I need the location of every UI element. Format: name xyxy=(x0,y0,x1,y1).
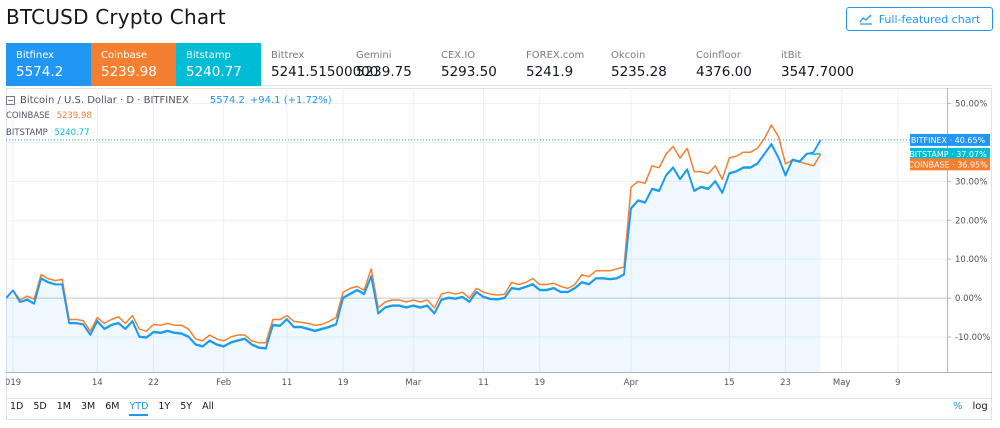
coinbase-series-line xyxy=(5,124,822,344)
range-button-6m[interactable]: 6M xyxy=(105,401,120,412)
tab-gemini[interactable]: Gemini 5239.75 xyxy=(346,43,431,86)
y-tick-label: 0.00% xyxy=(955,294,982,304)
y-tick-label: 50.00% xyxy=(955,100,987,110)
range-button-ytd[interactable]: YTD xyxy=(129,401,149,416)
bitstamp-value-tag xyxy=(910,147,990,160)
exchange-tabs: Bitfinex 5574.2 Coinbase 5239.98 Bitstamp 524… xyxy=(6,43,992,86)
bitfinex-series-line xyxy=(5,139,822,350)
tab-exchange-price: 5574.2 xyxy=(16,64,64,80)
coinbase-value-tag xyxy=(910,158,990,171)
percent-scale-button[interactable]: % xyxy=(953,401,963,412)
tab-exchange-price: 3547.7000 xyxy=(781,64,855,80)
chart-line-icon xyxy=(859,14,872,25)
tab-bitstamp[interactable]: Bitstamp 5240.77 xyxy=(176,43,261,86)
x-tick-label: 19 xyxy=(338,378,349,388)
x-tick-label: Mar xyxy=(405,378,422,388)
chart-frame xyxy=(6,88,992,420)
price-chart[interactable]: 50.00%40.00%30.00%20.00%10.00%0.00%-10.0… xyxy=(5,88,992,420)
tab-exchange-price: 5293.50 xyxy=(441,64,497,80)
tab-exchange-price: 5241.51500000 xyxy=(271,64,379,80)
tab-exchange-price: 5241.9 xyxy=(526,64,574,80)
x-tick-label: Feb xyxy=(216,378,231,388)
tab-coinfloor[interactable]: Coinfloor 4376.00 xyxy=(686,43,771,86)
range-button-5d[interactable]: 5D xyxy=(33,401,47,412)
tab-exchange-price: 5240.77 xyxy=(186,64,242,80)
tab-exchange-name: Okcoin xyxy=(611,50,646,61)
x-tick-label: 23 xyxy=(780,378,791,388)
range-button-all[interactable]: All xyxy=(202,401,214,412)
bitfinex-area-fill xyxy=(6,139,821,372)
x-tick-label: Apr xyxy=(624,378,639,388)
tab-exchange-price: 5239.98 xyxy=(101,64,157,80)
tab-okcoin[interactable]: Okcoin 5235.28 xyxy=(601,43,686,86)
tab-coinbase[interactable]: Coinbase 5239.98 xyxy=(91,43,176,86)
scale-buttons: % log xyxy=(953,401,988,412)
main-symbol-change: +94.1 (+1.72%) xyxy=(249,94,332,106)
tab-exchange-name: Gemini xyxy=(356,50,392,61)
x-tick-label: 19 xyxy=(534,378,545,388)
tab-bittrex[interactable]: Bittrex 5241.51500000 xyxy=(261,43,379,86)
tab-exchange-name: Bitstamp xyxy=(186,50,231,61)
coinbase-legend-value: 5239.98 xyxy=(56,111,92,121)
bitstamp-value-label: BITSTAMP · 37.07% xyxy=(909,150,987,159)
bitfinex-value-label: BITFINEX · 40.65% xyxy=(911,136,986,145)
y-tick-label: 10.00% xyxy=(955,255,987,265)
log-scale-button[interactable]: log xyxy=(972,401,988,412)
tab-exchange-name: Coinbase xyxy=(101,50,148,61)
x-tick-label: 14 xyxy=(92,378,103,388)
coinbase-legend-name: COINBASE xyxy=(6,111,50,121)
bitstamp-legend-name: BITSTAMP xyxy=(6,128,48,138)
chart-area[interactable]: 50.00%40.00%30.00%20.00%10.00%0.00%-10.0… xyxy=(5,88,992,420)
full-featured-chart-label: Full-featured chart xyxy=(878,12,981,26)
tab-exchange-name: Coinfloor xyxy=(696,50,741,61)
chart-legend: Bitcoin / U.S. Dollar · D · BITFINEX 557… xyxy=(6,93,332,140)
range-button-5y[interactable]: 5Y xyxy=(180,401,193,412)
y-tick-label: 20.00% xyxy=(955,216,987,226)
range-button-3m[interactable]: 3M xyxy=(80,401,96,412)
tab-exchange-name: FOREX.com xyxy=(526,50,585,61)
range-button-1m[interactable]: 1M xyxy=(56,401,71,412)
tab-bitfinex[interactable]: Bitfinex 5574.2 xyxy=(6,43,91,86)
tab-exchange-price: 5239.75 xyxy=(356,64,412,80)
tab-itbit[interactable]: itBit 3547.7000 xyxy=(771,43,856,86)
tab-exchange-price: 4376.00 xyxy=(696,64,752,80)
tab-forex-com[interactable]: FOREX.com 5241.9 xyxy=(516,43,601,86)
x-tick-label: 11 xyxy=(478,378,489,388)
tab-exchange-name: Bitfinex xyxy=(16,50,55,61)
tab-exchange-name: itBit xyxy=(781,50,802,61)
main-symbol-label: Bitcoin / U.S. Dollar · D · BITFINEX xyxy=(20,94,189,106)
range-button-1d[interactable]: 1D xyxy=(10,401,24,412)
bitfinex-value-tag xyxy=(910,133,990,146)
tab-cex-io[interactable]: CEX.IO 5293.50 xyxy=(431,43,516,86)
range-selector: 1D 5D 1M 3M 6M YTD 1Y 5Y All xyxy=(10,401,214,416)
page-title: BTCUSD Crypto Chart xyxy=(6,5,226,29)
range-button-1y[interactable]: 1Y xyxy=(158,401,171,412)
y-tick-label: 30.00% xyxy=(955,177,987,187)
main-symbol-value: 5574.2 xyxy=(209,94,245,106)
bitstamp-legend-value: 5240.77 xyxy=(54,128,90,138)
x-tick-label: May xyxy=(833,378,851,388)
x-tick-label: 9 xyxy=(895,378,900,388)
tab-exchange-price: 5235.28 xyxy=(611,64,667,80)
collapse-icon[interactable] xyxy=(6,95,15,105)
x-tick-label: 11 xyxy=(281,378,292,388)
tab-exchange-name: Bittrex xyxy=(271,50,305,61)
x-tick-label: 019 xyxy=(6,378,21,388)
x-tick-label: 22 xyxy=(148,378,159,388)
coinbase-value-label: COINBASE · 36.95% xyxy=(908,160,988,169)
tab-exchange-name: CEX.IO xyxy=(441,50,476,61)
x-tick-label: 15 xyxy=(724,378,735,388)
y-tick-label: -10.00% xyxy=(955,333,990,343)
full-featured-chart-button[interactable]: Full-featured chart xyxy=(846,7,993,31)
top-bar: BTCUSD Crypto Chart Full-featured chart xyxy=(0,0,1000,40)
